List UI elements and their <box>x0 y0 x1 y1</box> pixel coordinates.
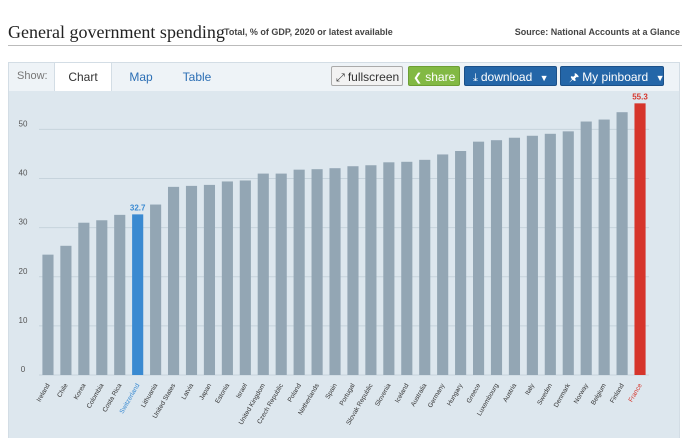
bar <box>167 186 180 375</box>
tab-map[interactable]: Map <box>129 70 153 84</box>
x-tick-label: Korea <box>73 382 88 401</box>
y-tick-label: 10 <box>19 316 28 325</box>
x-tick-label: Portugal <box>339 382 357 407</box>
bar <box>293 169 305 375</box>
y-tick-label: 20 <box>19 267 28 276</box>
caret-down-icon: ▼ <box>539 73 549 83</box>
bar <box>311 169 323 375</box>
top-strip <box>0 0 690 6</box>
bar <box>132 214 144 375</box>
tab-table[interactable]: Table <box>182 70 212 84</box>
x-tick-label: Poland <box>287 382 303 403</box>
x-tick-label: Slovenia <box>374 382 393 407</box>
bar <box>239 180 251 375</box>
bar <box>221 181 233 375</box>
download-label: download <box>480 70 533 84</box>
chart-header: General government spending Total, % of … <box>8 22 682 42</box>
bar <box>203 184 216 375</box>
pinboard-button[interactable]: 🖈 My pinboard ▼ <box>560 66 665 86</box>
x-tick-label: Iceland <box>394 382 411 404</box>
bar <box>544 133 556 375</box>
bar <box>455 151 467 375</box>
tab-chart[interactable]: Chart <box>54 63 112 91</box>
data-label: 32.7 <box>130 203 146 212</box>
pin-icon: 🖈 <box>569 72 580 84</box>
bar <box>562 131 574 375</box>
y-tick-label: 40 <box>19 169 28 178</box>
chart-title: General government spending <box>8 22 225 42</box>
x-tick-label: Latvia <box>180 382 195 401</box>
bar <box>490 140 503 375</box>
bar <box>257 173 269 375</box>
view-toolbar: Show: Chart Map Table ⤢ fullscreen ❮ share… <box>9 63 679 91</box>
caret-down-icon: ▼ <box>655 73 665 83</box>
y-tick-label: 50 <box>19 119 28 128</box>
x-tick-label: France <box>628 382 644 403</box>
x-tick-label: Colombia <box>86 382 106 410</box>
y-tick-label: 30 <box>19 218 28 227</box>
x-tick-label: Belgium <box>590 383 608 407</box>
x-tick-label: Australia <box>410 382 429 408</box>
fullscreen-label: fullscreen <box>347 70 400 84</box>
bar <box>78 222 90 375</box>
x-tick-label: Denmark <box>553 382 573 409</box>
x-tick-label: Italy <box>524 382 536 396</box>
header-divider <box>8 45 682 46</box>
share-label: share <box>425 70 456 84</box>
bar <box>616 112 628 375</box>
bar <box>419 159 431 375</box>
fullscreen-button[interactable]: ⤢ fullscreen <box>331 66 403 86</box>
chart-panel: Show: Chart Map Table ⤢ fullscreen ❮ share… <box>8 62 680 438</box>
x-tick-label: Germany <box>427 382 447 409</box>
bar <box>401 161 413 375</box>
x-tick-label: Chile <box>56 382 70 399</box>
x-tick-label: Israel <box>235 382 249 400</box>
bar <box>150 204 162 375</box>
bar <box>275 173 287 375</box>
bar <box>365 165 377 375</box>
x-tick-label: Sweden <box>536 382 554 406</box>
bar <box>508 137 521 375</box>
bar <box>472 141 485 375</box>
pinboard-label: My pinboard <box>582 70 649 84</box>
fullscreen-icon: ⤢ <box>336 72 345 84</box>
x-tick-label: Lithuania <box>140 382 159 409</box>
data-label: 55.3 <box>632 92 648 101</box>
x-tick-label: Ireland <box>36 382 52 403</box>
bar <box>96 220 108 375</box>
show-label: Show: <box>17 70 48 82</box>
x-tick-label: Estonia <box>214 382 231 405</box>
chart-subtitle: Total, % of GDP, 2020 or latest availabl… <box>224 27 393 37</box>
x-tick-label: Norway <box>573 382 590 405</box>
x-tick-label: Finland <box>609 382 626 404</box>
bar <box>598 119 610 375</box>
bar <box>383 162 395 375</box>
source-link[interactable]: Source: National Accounts at a Glance <box>514 27 680 37</box>
download-button[interactable]: ⤓ download ▼ <box>464 66 557 86</box>
x-tick-label: Austria <box>502 382 518 403</box>
bar <box>185 185 198 375</box>
bar <box>114 214 126 375</box>
y-tick-label: 0 <box>21 365 26 374</box>
share-icon: ❮ <box>413 72 423 84</box>
chart-area: 0 10 20 30 40 50 Ireland Chile Korea Colombia Cost… <box>9 91 679 438</box>
bar <box>580 121 592 376</box>
share-button[interactable]: ❮ share <box>408 66 460 86</box>
bar <box>526 135 538 375</box>
x-tick-label: Hungary <box>446 382 465 407</box>
download-icon: ⤓ <box>473 72 478 84</box>
x-tick-label: Japan <box>198 382 213 401</box>
bar <box>329 168 341 375</box>
bar <box>437 154 449 375</box>
x-tick-label: Greece <box>466 382 483 404</box>
bar <box>60 245 72 375</box>
x-tick-label: Spain <box>324 382 339 400</box>
bar <box>347 166 359 375</box>
bar <box>634 103 646 375</box>
bar <box>42 254 54 375</box>
